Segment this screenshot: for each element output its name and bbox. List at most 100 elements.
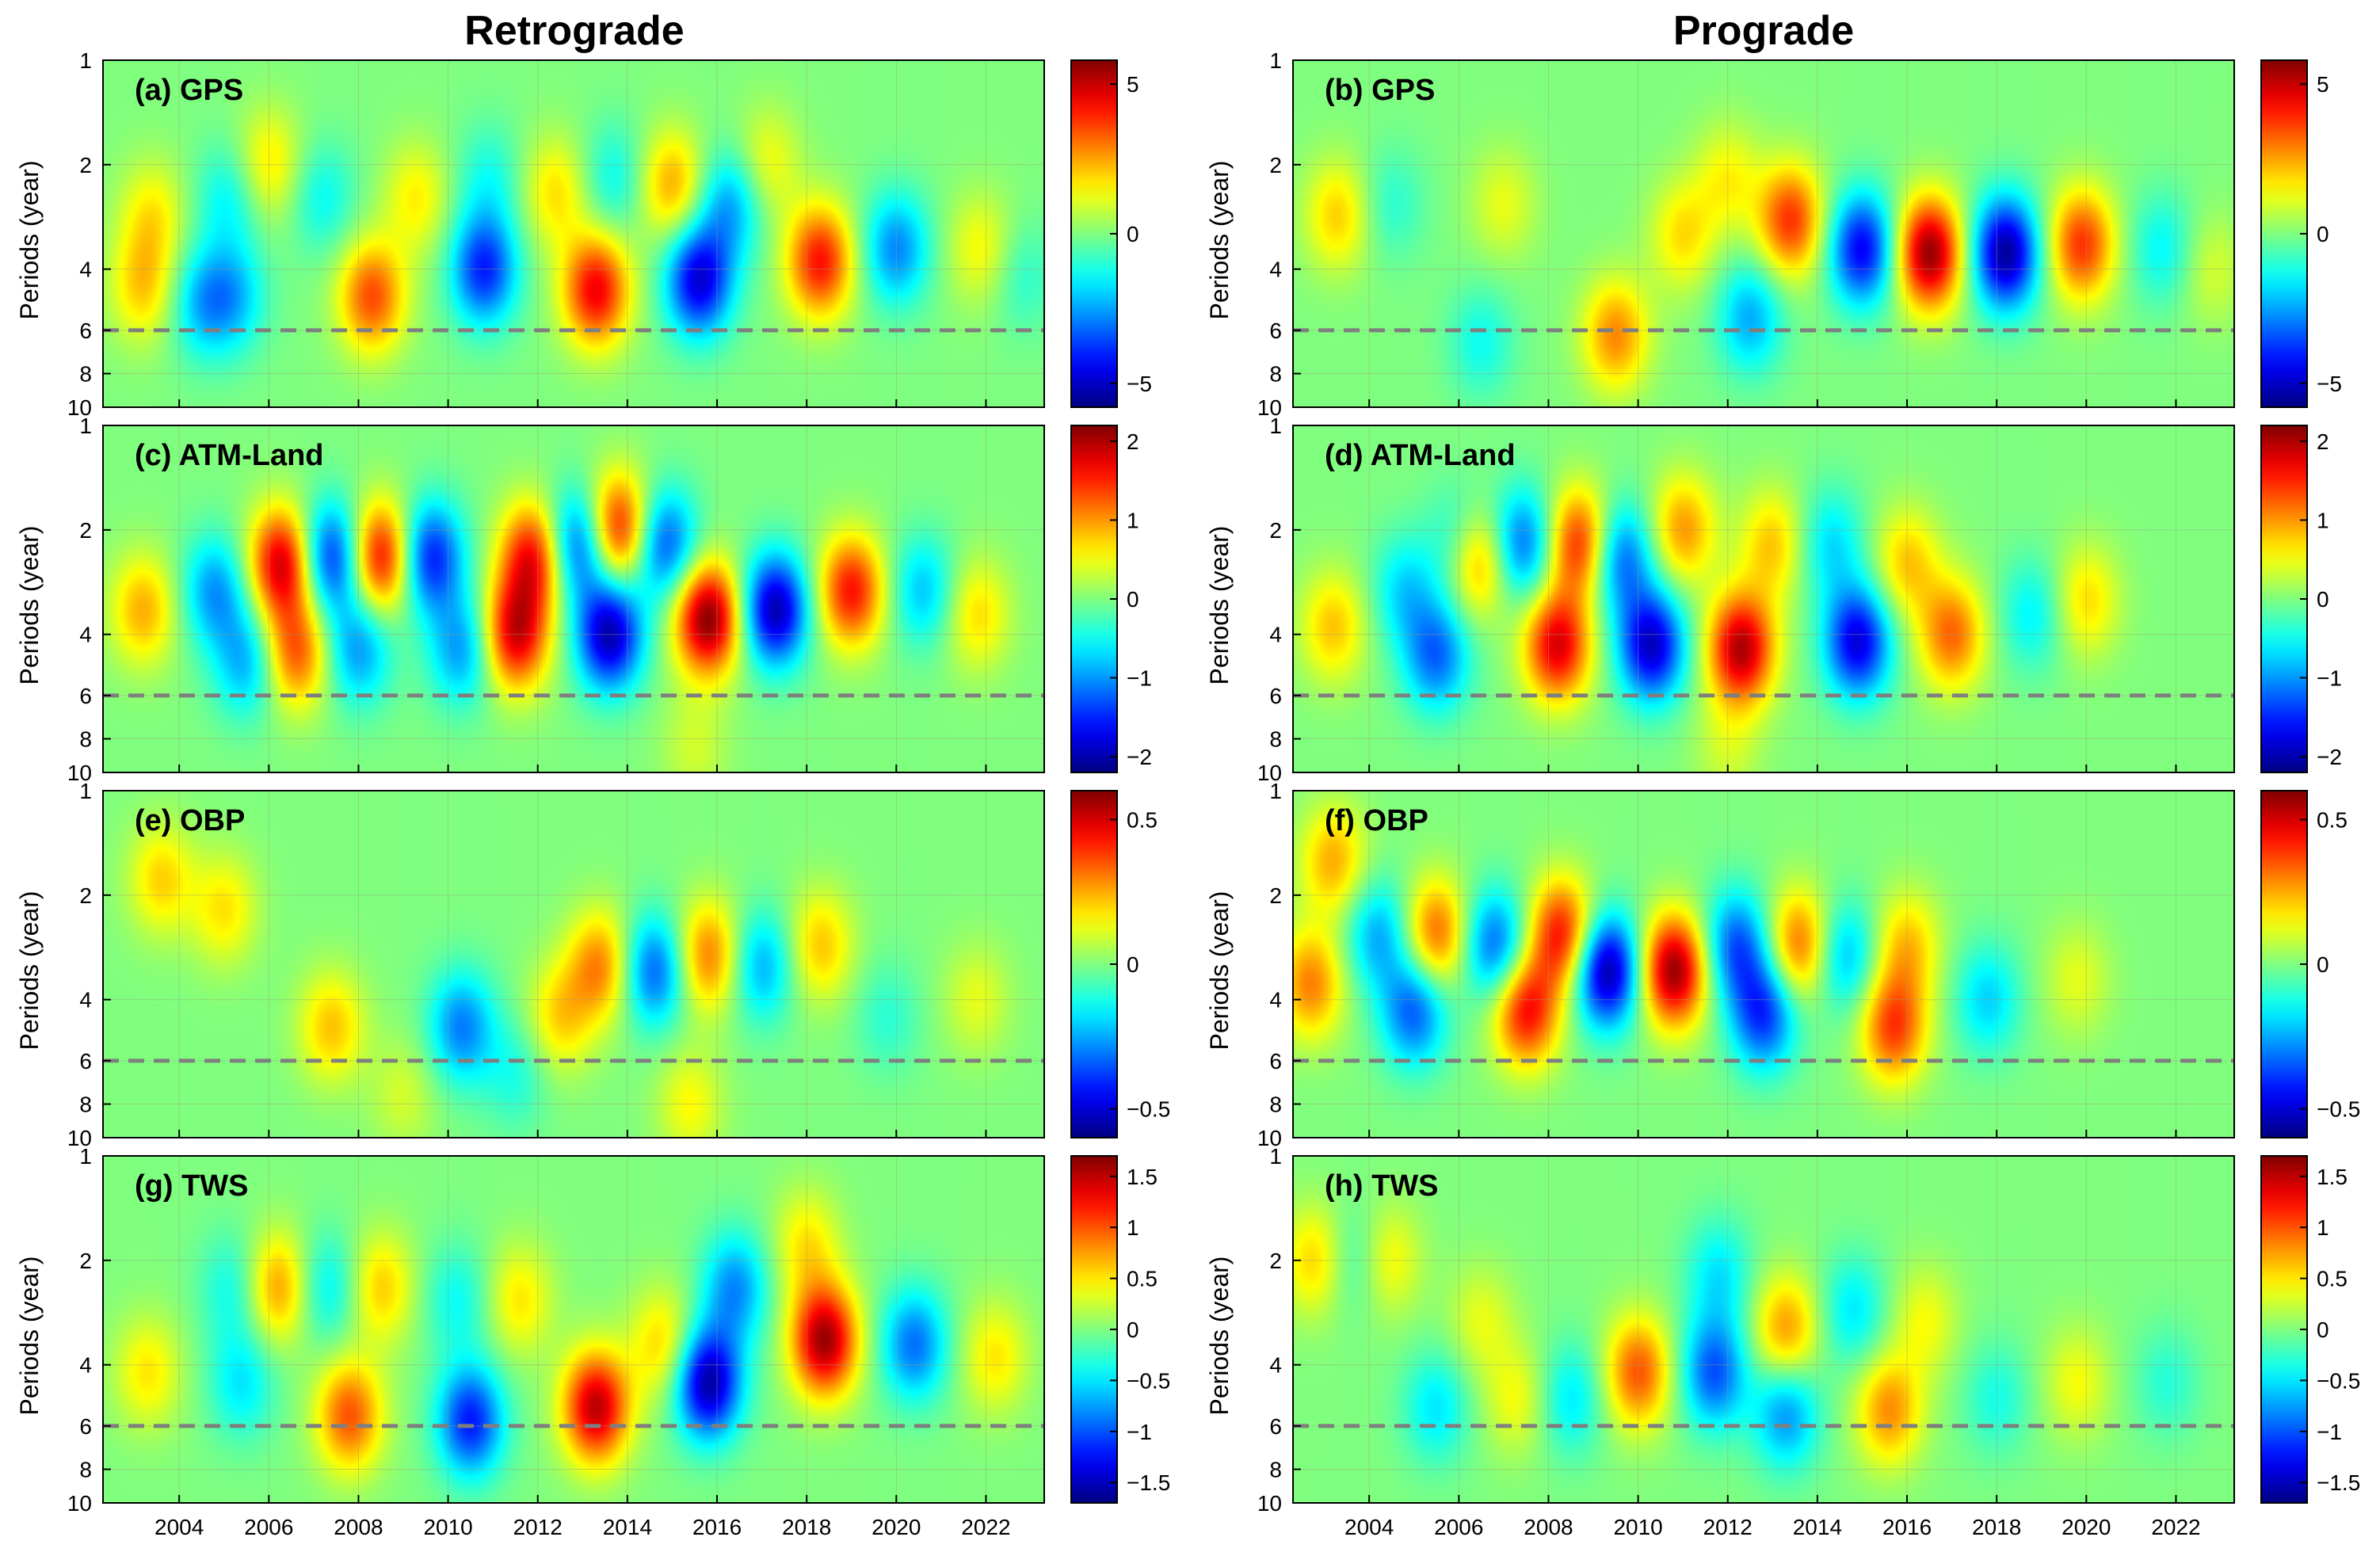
colorbar-tick-label: 0 <box>2317 1318 2329 1342</box>
y-tick-label: 6 <box>1269 1414 1282 1439</box>
colorbar-tick-label: 0.5 <box>1127 1267 1158 1291</box>
y-tick-label: 10 <box>1257 761 1282 785</box>
axes-frame <box>1292 1155 2235 1504</box>
y-tick-label: 8 <box>1269 362 1282 387</box>
y-tick-label: 4 <box>79 257 92 282</box>
y-tick-label: 10 <box>1257 1126 1282 1150</box>
colorbar-tick-label: −1 <box>1127 1420 1152 1444</box>
y-tick-label: 1 <box>1269 1144 1282 1169</box>
y-tick-label: 2 <box>79 153 92 177</box>
colorbar-tick-label: 2 <box>2317 429 2329 454</box>
y-tick-label: 10 <box>1257 395 1282 420</box>
x-tick-label: 2014 <box>603 1515 652 1539</box>
y-tick-label: 1 <box>1269 48 1282 73</box>
axes-frame <box>1292 59 2235 408</box>
y-tick-label: 4 <box>79 623 92 647</box>
x-tick-label: 2014 <box>1793 1515 1842 1539</box>
y-tick-label: 1 <box>79 48 92 73</box>
heatmap-field-f <box>1293 791 2234 1138</box>
colorbar <box>1070 790 1118 1138</box>
panel-label: (h) TWS <box>1325 1169 1439 1203</box>
x-tick-label: 2010 <box>423 1515 472 1539</box>
panel-a: 1 2 4 6 8 10 Periods (year) (a) GPS 5 0 −5 <box>15 48 1152 420</box>
colorbar-tick-label: 5 <box>2317 72 2329 97</box>
y-tick-label: 6 <box>79 1414 92 1439</box>
colorbar-tick-label: −5 <box>1127 372 1152 396</box>
y-tick-label: 2 <box>79 883 92 908</box>
y-axis-label: Periods (year) <box>15 161 44 320</box>
panel-b: 1 2 4 6 8 10 Periods (year) (b) GPS 5 0 −5 <box>1205 48 2342 420</box>
colorbar-tick-label: −0.5 <box>2317 1097 2360 1122</box>
heatmap-field-b <box>1293 60 2234 407</box>
x-tick-label: 2004 <box>154 1515 204 1539</box>
y-tick-label: 10 <box>67 761 92 785</box>
colorbar-tick-label: 0 <box>1127 952 1139 977</box>
y-tick-label: 4 <box>1269 257 1282 282</box>
colorbar <box>2260 790 2308 1138</box>
panel-label: (f) OBP <box>1325 804 1428 837</box>
heatmap-field-g <box>103 1156 1044 1503</box>
y-tick-label: 4 <box>79 1353 92 1378</box>
colorbar-tick-label: −1.5 <box>1127 1470 1170 1495</box>
y-axis-label: Periods (year) <box>1205 161 1234 320</box>
heatmap-field-h <box>1293 1156 2234 1503</box>
y-tick-label: 10 <box>67 1126 92 1150</box>
y-axis-label: Periods (year) <box>1205 1257 1234 1416</box>
x-tick-label: 2022 <box>961 1515 1010 1539</box>
x-tick-label: 2020 <box>872 1515 921 1539</box>
y-tick-label: 1 <box>1269 779 1282 803</box>
y-tick-label: 8 <box>1269 727 1282 752</box>
colorbar-tick-label: −1 <box>2317 666 2342 691</box>
colorbar-tick-label: 1.5 <box>2317 1165 2348 1189</box>
colorbar-tick-label: 1 <box>1127 1215 1139 1240</box>
column-title-retrograde: Retrograde <box>464 8 684 54</box>
y-axis-label: Periods (year) <box>15 526 44 685</box>
y-tick-label: 10 <box>67 1491 92 1516</box>
axes-frame <box>102 790 1045 1138</box>
colorbar <box>2260 59 2308 408</box>
y-axis-label: Periods (year) <box>15 891 44 1051</box>
y-tick-label: 1 <box>79 779 92 803</box>
colorbar-tick-label: −0.5 <box>1127 1368 1170 1393</box>
y-tick-label: 10 <box>1257 1491 1282 1516</box>
y-tick-label: 10 <box>67 395 92 420</box>
x-tick-label: 2020 <box>2062 1515 2111 1539</box>
y-tick-label: 8 <box>79 362 92 387</box>
colorbar-tick-label: −0.5 <box>1127 1097 1170 1122</box>
colorbar-tick-label: −2 <box>1127 745 1152 769</box>
panel-label: (g) TWS <box>135 1169 249 1203</box>
colorbar-tick-label: 0 <box>2317 587 2329 612</box>
x-tick-label: 2006 <box>1434 1515 1483 1539</box>
axes-frame <box>102 59 1045 408</box>
y-tick-label: 1 <box>79 414 92 438</box>
x-tick-label: 2008 <box>334 1515 383 1539</box>
colorbar-tick-label: 0.5 <box>1127 808 1158 833</box>
panel-label: (a) GPS <box>135 74 243 107</box>
y-tick-label: 2 <box>79 518 92 543</box>
colorbar-tick-label: 1.5 <box>1127 1165 1158 1189</box>
panel-label: (b) GPS <box>1325 74 1435 107</box>
y-axis-label: Periods (year) <box>15 1257 44 1416</box>
y-tick-label: 6 <box>79 1049 92 1074</box>
colorbar-tick-label: 1 <box>2317 1215 2329 1240</box>
x-tick-label: 2008 <box>1524 1515 1573 1539</box>
y-tick-label: 4 <box>1269 1353 1282 1378</box>
y-tick-label: 1 <box>79 1144 92 1169</box>
y-tick-label: 2 <box>1269 1249 1282 1273</box>
y-tick-label: 8 <box>79 1458 92 1482</box>
y-tick-label: 6 <box>79 684 92 708</box>
heatmap-field-e <box>103 791 1044 1138</box>
x-tick-label: 2012 <box>513 1515 563 1539</box>
y-tick-label: 4 <box>1269 988 1282 1013</box>
y-tick-label: 4 <box>79 988 92 1013</box>
y-axis-label: Periods (year) <box>1205 891 1234 1051</box>
y-tick-label: 6 <box>79 318 92 343</box>
panel-label: (e) OBP <box>135 804 245 837</box>
axes-frame <box>102 425 1045 773</box>
heatmap-field-a <box>103 60 1044 407</box>
